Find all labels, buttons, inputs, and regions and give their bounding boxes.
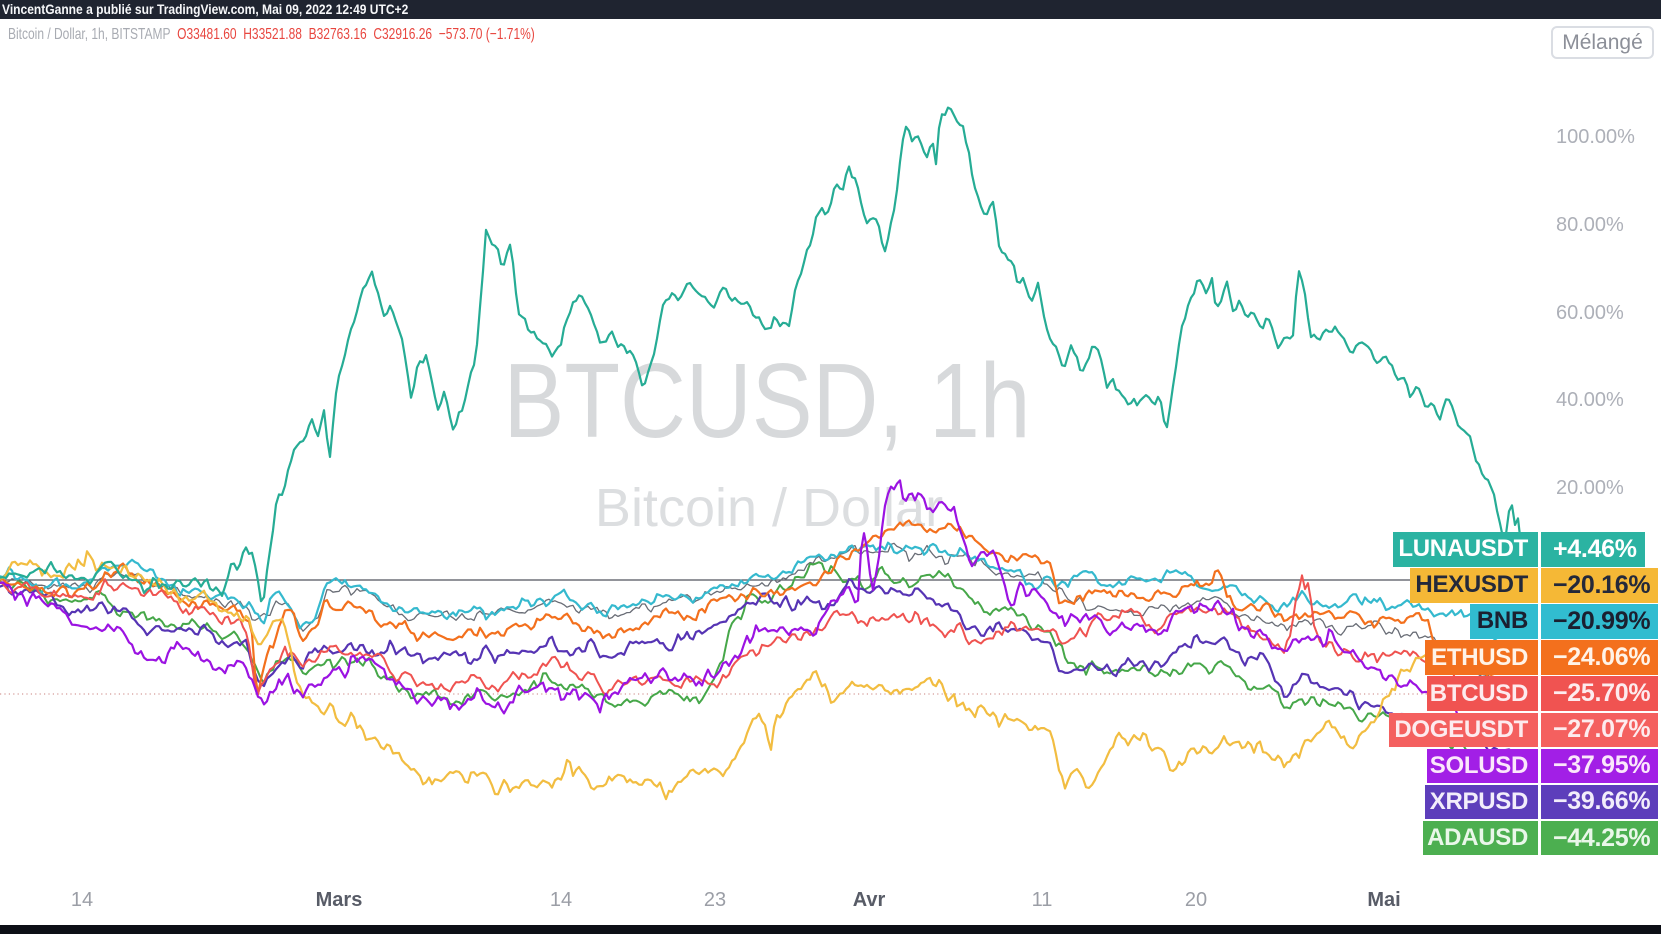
svg-text:BTCUSD, 1h: BTCUSD, 1h	[504, 342, 1031, 460]
